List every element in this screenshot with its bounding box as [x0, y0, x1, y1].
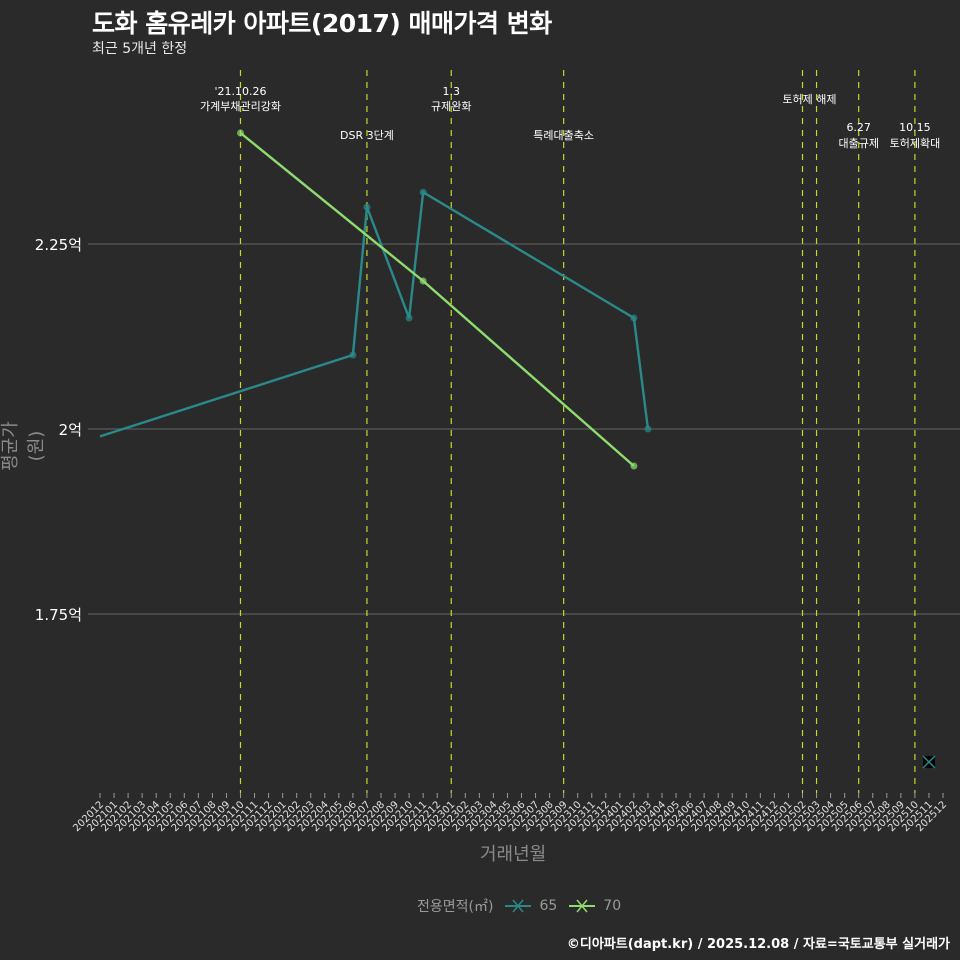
legend-item-65[interactable]: 65	[505, 898, 557, 914]
series-line-70	[239, 132, 635, 467]
event-label: DSR 3단계	[340, 129, 394, 142]
event-date-label: 1.3	[443, 85, 461, 98]
data-point[interactable]	[237, 129, 244, 137]
data-point[interactable]	[405, 314, 413, 322]
data-point[interactable]	[419, 277, 427, 285]
x-marker-icon[interactable]	[922, 755, 936, 769]
source-caption: ©디아파트(dapt.kr) / 2025.12.08 / 자료=국토교통부 실…	[566, 937, 950, 952]
legend: 전용면적(㎡) 65 70	[417, 896, 621, 916]
green-line-x-icon	[569, 899, 596, 913]
event-label: 토허제 해제	[782, 92, 836, 106]
data-point[interactable]	[630, 462, 638, 470]
data-point[interactable]	[349, 351, 357, 359]
data-point[interactable]	[644, 425, 652, 433]
y-tick-label: 2.25억	[35, 236, 82, 254]
data-point[interactable]	[363, 203, 371, 211]
event-date-label: 10.15	[899, 121, 931, 134]
chart-title: 도화 홈유레카 아파트(2017) 매매가격 변화	[92, 9, 552, 38]
legend-title: 전용면적(㎡)	[417, 899, 494, 915]
event-label: 특례대출축소	[533, 129, 594, 142]
x-axis-label: 거래년월	[480, 844, 547, 865]
data-point[interactable]	[630, 314, 638, 322]
event-label: 대출규제	[838, 137, 878, 150]
series-line-65	[99, 190, 650, 438]
chart-subtitle: 최근 5개년 한정	[92, 41, 188, 57]
teal-line-x-icon	[505, 899, 532, 913]
event-label: 규제완화	[431, 100, 471, 113]
legend-item-70[interactable]: 70	[569, 898, 621, 914]
event-date-label: '21.10.26	[214, 85, 266, 98]
y-tick-label: 1.75억	[35, 606, 82, 624]
legend-label-65: 65	[539, 898, 558, 914]
y-tick-label: 2억	[59, 421, 82, 439]
y-axis-label: 평균가(원)	[0, 421, 47, 471]
legend-label-70: 70	[603, 898, 622, 914]
event-label: 토허제확대	[890, 137, 941, 150]
event-date-label: 6.27	[846, 121, 871, 134]
data-point[interactable]	[419, 188, 427, 196]
event-label: 가계부채관리강화	[200, 100, 281, 113]
